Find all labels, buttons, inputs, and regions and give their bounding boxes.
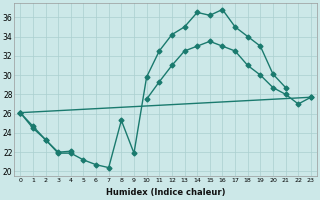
X-axis label: Humidex (Indice chaleur): Humidex (Indice chaleur) (106, 188, 225, 197)
